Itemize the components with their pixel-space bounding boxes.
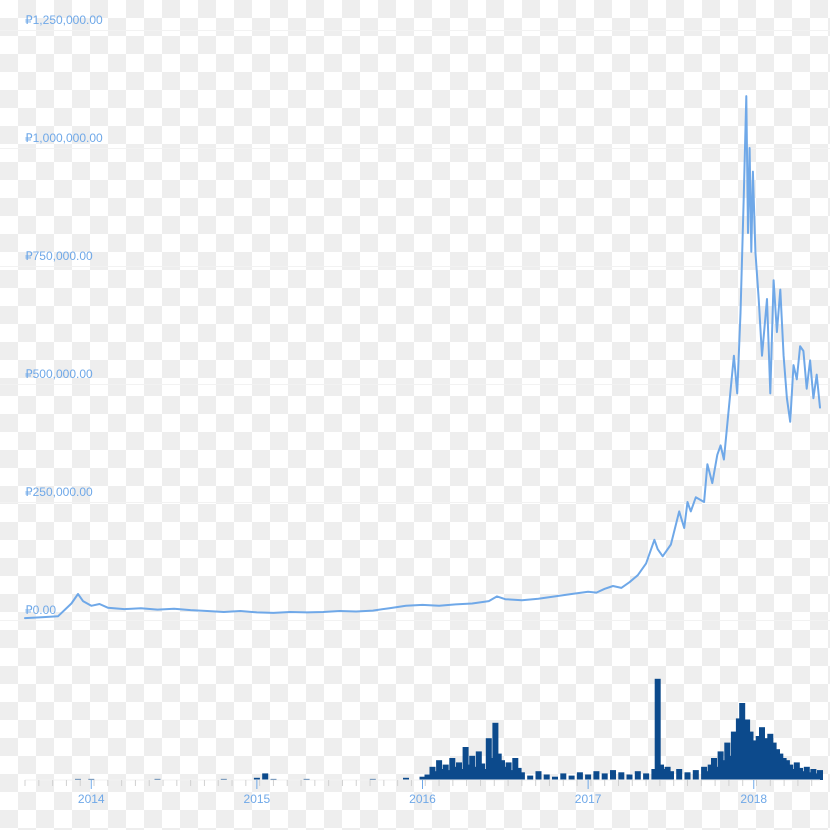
x-tick-label: 2014 <box>78 792 105 806</box>
x-tick-label: 2016 <box>409 792 436 806</box>
y-tick-label: ₽500,000.00 <box>25 367 93 381</box>
y-tick-label: ₽1,250,000.00 <box>25 13 103 27</box>
x-tick-label: 2015 <box>244 792 271 806</box>
x-tick-label: 2018 <box>740 792 767 806</box>
price-volume-chart: ₽0.00 ₽250,000.00 ₽500,000.00 ₽750,000.00 ₽1… <box>0 0 830 830</box>
x-axis-ticks <box>0 0 830 830</box>
y-tick-label: ₽1,000,000.00 <box>25 131 103 145</box>
y-tick-label: ₽0.00 <box>25 603 56 617</box>
y-tick-label: ₽250,000.00 <box>25 485 93 499</box>
y-tick-label: ₽750,000.00 <box>25 249 93 263</box>
x-tick-label: 2017 <box>575 792 602 806</box>
